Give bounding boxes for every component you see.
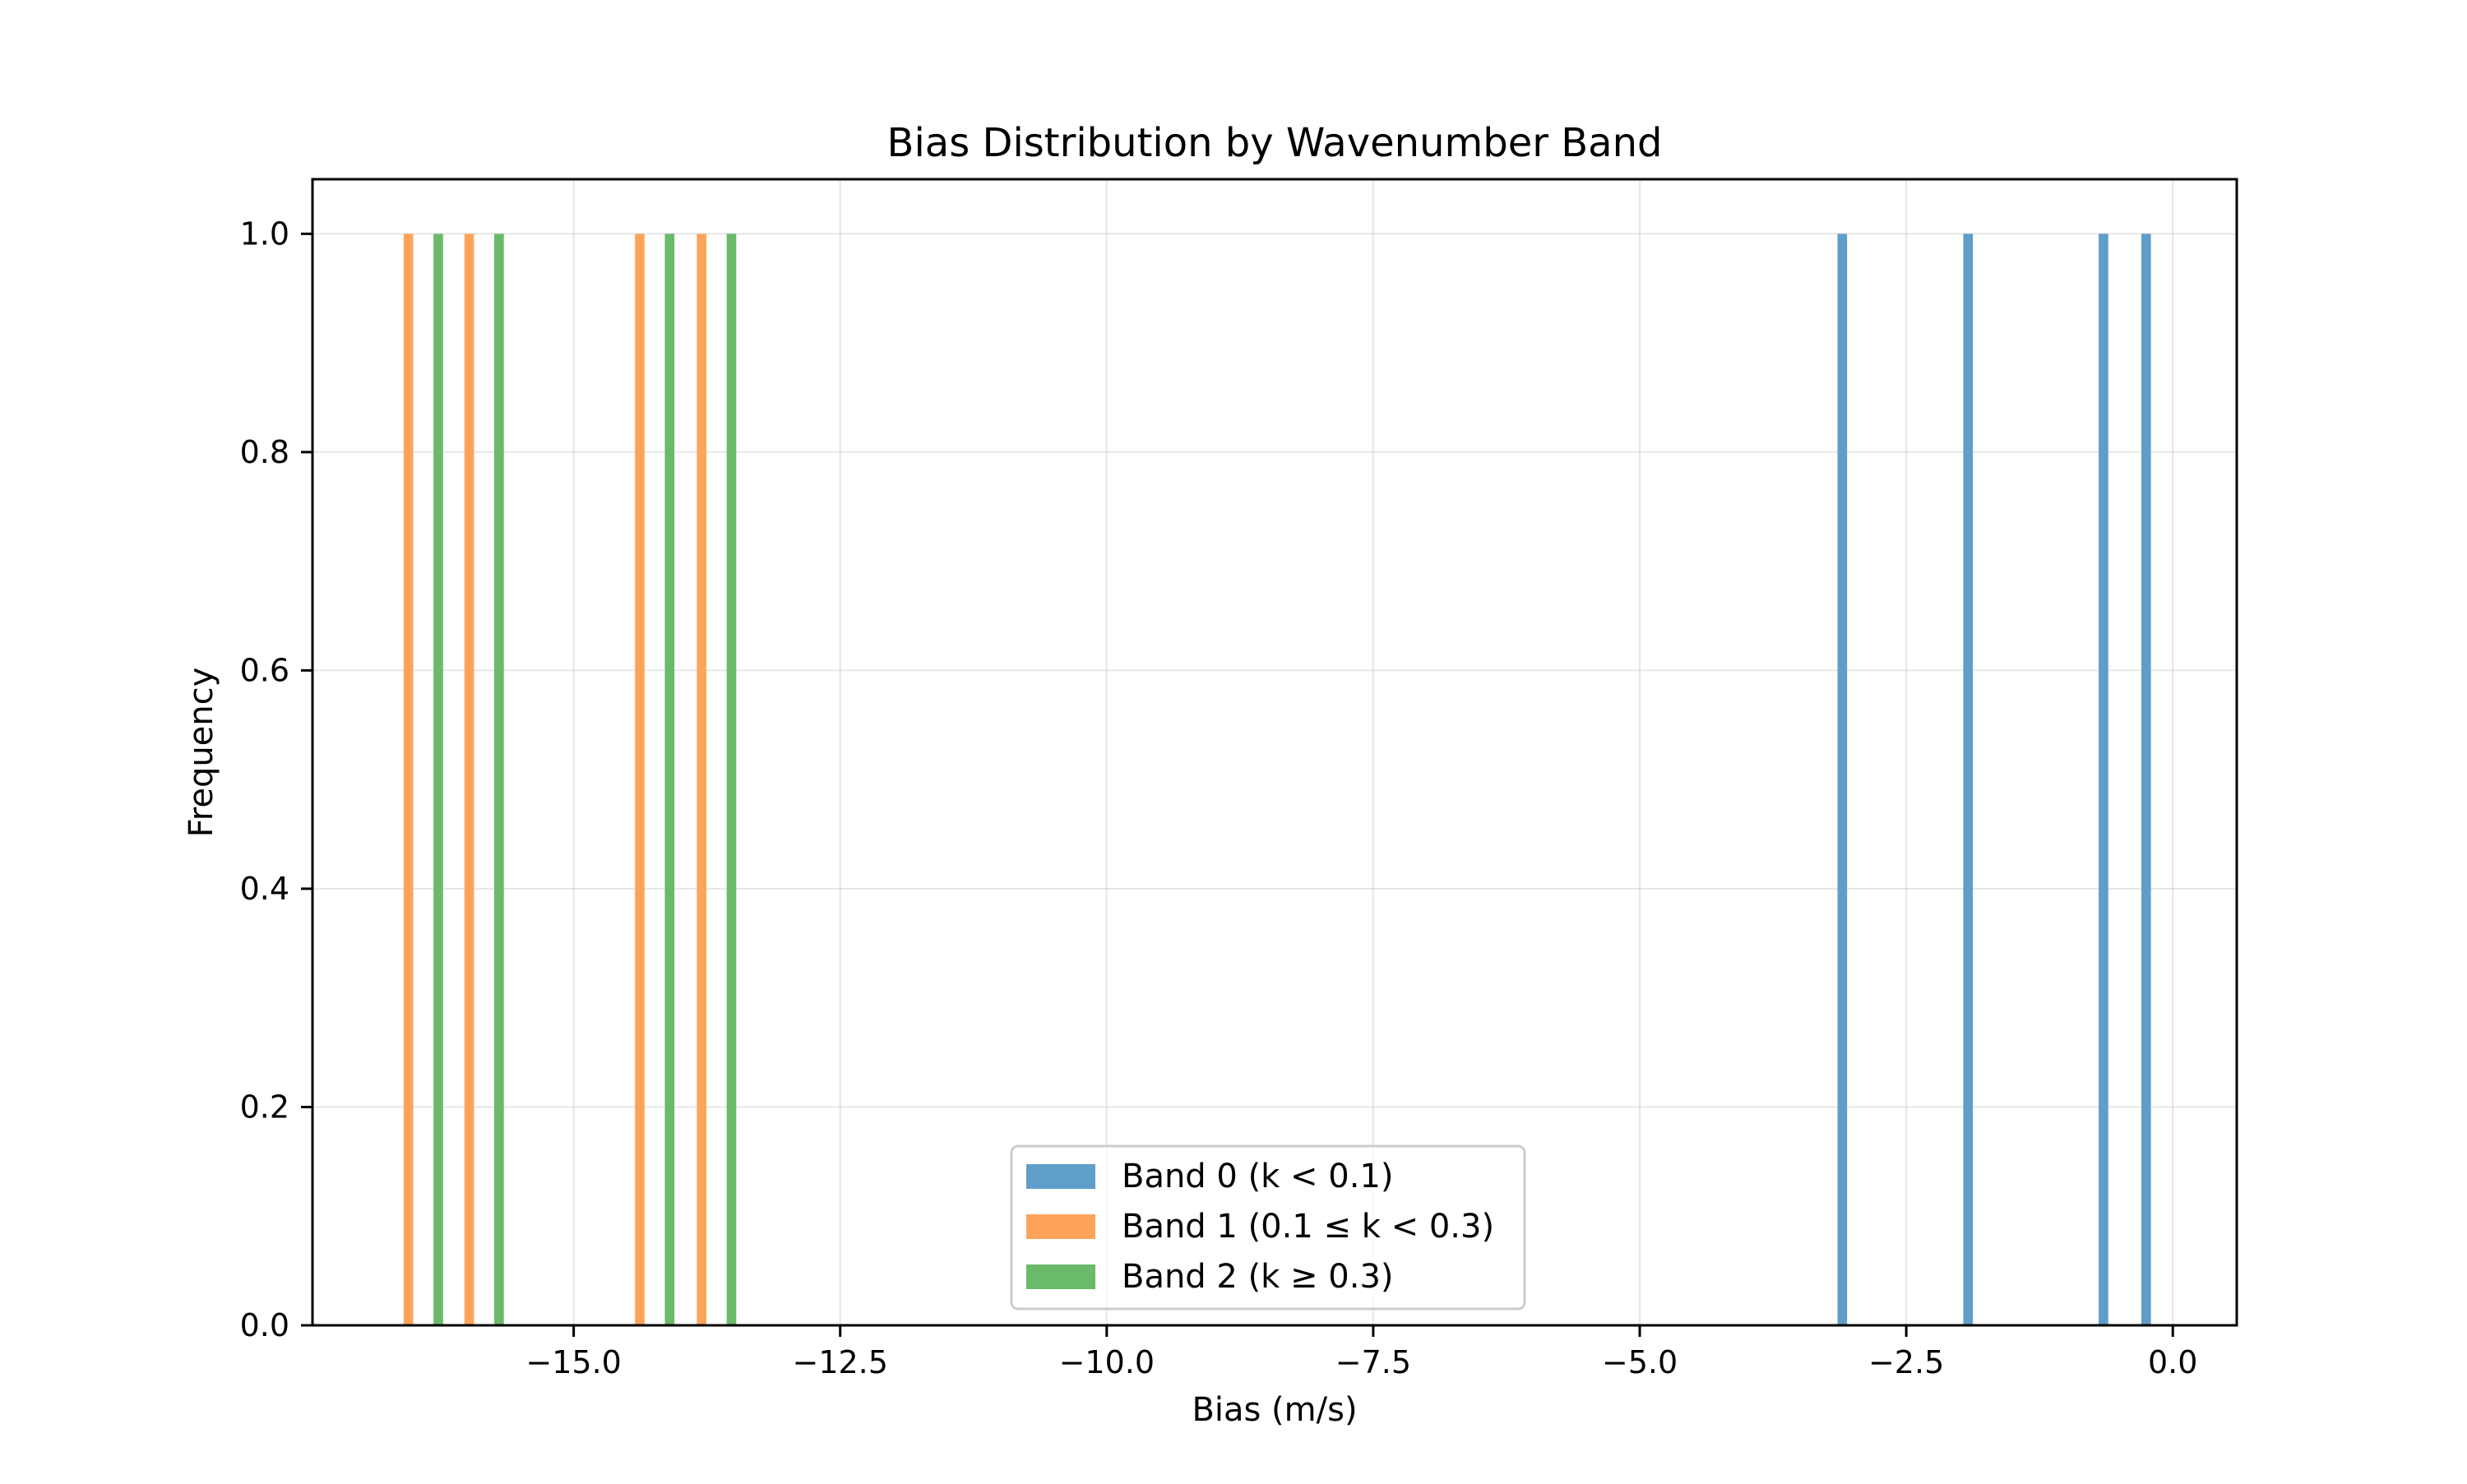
legend-label: Band 0 (k < 0.1): [1122, 1158, 1394, 1195]
bar-band-2: [433, 233, 443, 1325]
bar-band-1: [403, 233, 414, 1325]
x-tick-label: −7.5: [1335, 1344, 1411, 1380]
bar-band-2: [726, 233, 737, 1325]
x-axis-label: Bias (m/s): [1192, 1391, 1357, 1429]
x-tick-label: 0.0: [2148, 1344, 2197, 1380]
y-tick-label: 0.0: [240, 1307, 289, 1343]
legend-swatch: [1026, 1214, 1095, 1239]
x-tick-label: −12.5: [792, 1344, 887, 1380]
y-axis-label: Frequency: [183, 668, 220, 838]
y-tick-label: 0.2: [240, 1089, 289, 1125]
legend-box: [1010, 1144, 1526, 1311]
bar-band-0: [1963, 233, 1974, 1325]
bar-band-1: [697, 233, 707, 1325]
legend: Band 0 (k < 0.1) Band 1 (0.1 ≤ k < 0.3) Ba…: [1010, 1144, 1526, 1311]
bar-band-0: [1837, 233, 1848, 1325]
bar-band-1: [635, 233, 645, 1325]
ticks-layer: −15.0 −12.5 −10.0 −7.5 −5.0 −2.5 0.0 0.0 0.2 0.4 0…: [240, 215, 2198, 1380]
plot-frame: [311, 178, 2238, 1327]
y-tick-label: 0.4: [240, 871, 289, 907]
chart-title: Bias Distribution by Wavenumber Band: [887, 120, 1663, 166]
bar-band-2: [664, 233, 675, 1325]
bar-band-0: [2099, 233, 2108, 1325]
bar-band-1: [464, 233, 474, 1325]
legend-swatch: [1026, 1264, 1095, 1289]
bars-layer: [403, 233, 2151, 1325]
legend-label: Band 2 (k ≥ 0.3): [1122, 1258, 1394, 1296]
y-tick-label: 1.0: [240, 215, 289, 252]
x-tick-label: −15.0: [525, 1344, 621, 1380]
legend-label: Band 1 (0.1 ≤ k < 0.3): [1122, 1208, 1494, 1246]
y-tick-label: 0.6: [240, 652, 289, 688]
bar-band-2: [494, 233, 504, 1325]
x-tick-label: −2.5: [1868, 1344, 1944, 1380]
bar-band-0: [2141, 233, 2151, 1325]
legend-swatch: [1026, 1164, 1095, 1189]
x-tick-label: −10.0: [1059, 1344, 1155, 1380]
x-tick-label: −5.0: [1602, 1344, 1678, 1380]
y-tick-label: 0.8: [240, 434, 289, 470]
